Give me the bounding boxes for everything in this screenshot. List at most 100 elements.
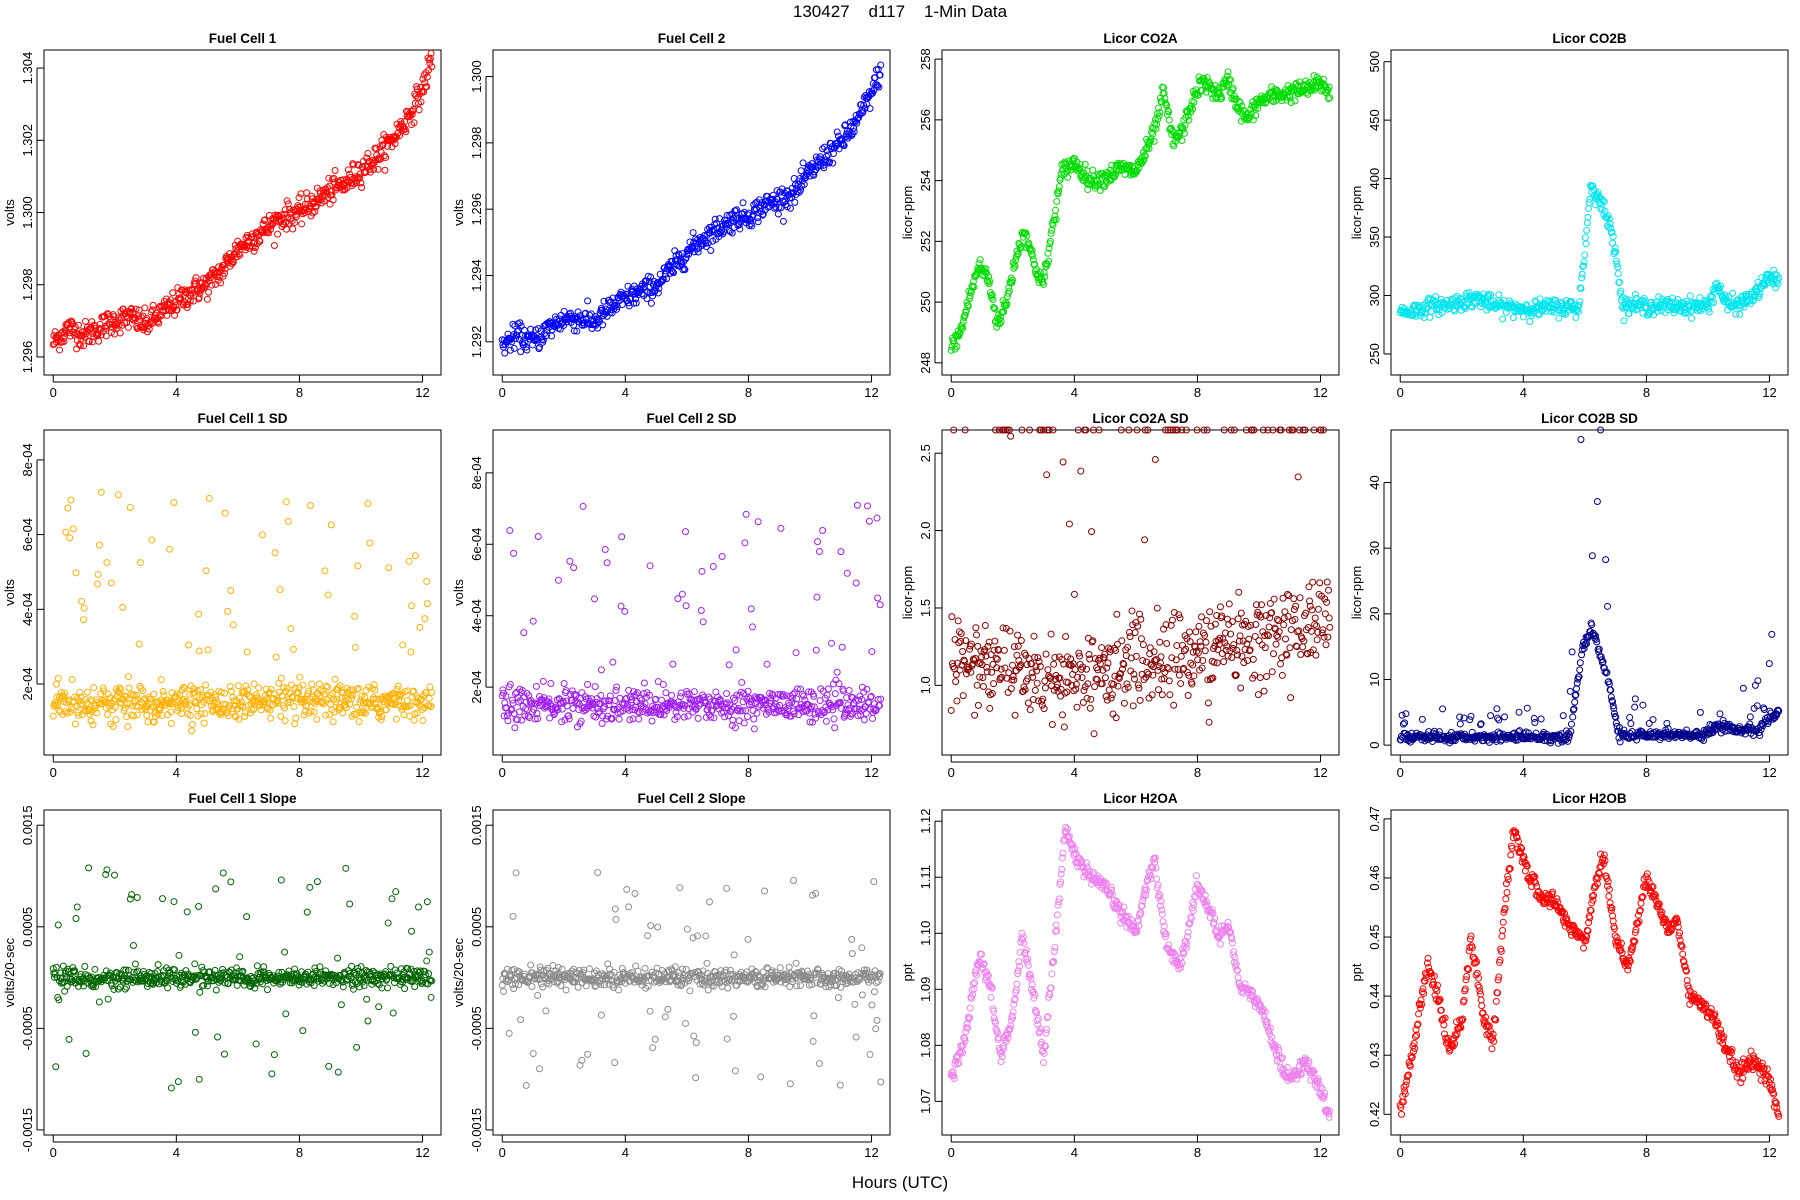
page-title: 130427 d117 1-Min Data [792,2,1008,21]
data-point [520,326,528,334]
x-tick-label: 0 [50,385,57,400]
data-point [402,128,410,136]
data-point [378,142,386,150]
data-point [74,330,82,338]
data-point [291,218,299,226]
data-point [354,173,362,181]
data-point [374,165,382,173]
data-point [169,289,177,297]
data-point [65,329,73,337]
data-point [154,318,162,326]
data-point [410,119,418,127]
data-point [527,325,535,333]
data-point [255,237,263,245]
data-point [357,179,365,187]
data-point [85,337,93,345]
data-point [141,304,149,312]
data-point [426,59,434,67]
data-point [412,92,420,100]
data-point [105,313,113,321]
data-point [356,174,364,182]
data-point [327,187,335,195]
data-point [423,83,431,91]
data-point [259,220,267,228]
data-point [155,319,163,327]
data-point [179,301,187,309]
data-point [248,233,256,241]
data-point [295,194,303,202]
data-point [309,209,317,217]
data-point [256,237,264,245]
data-point [76,342,84,350]
data-point [145,325,153,333]
scatter-points [49,49,436,354]
data-point [274,230,282,238]
data-point [60,337,68,345]
data-point [208,281,216,289]
data-point [521,339,529,347]
y-tick-label: 1.300 [20,196,35,229]
data-point [265,229,273,237]
data-point [544,319,552,327]
data-point [539,336,547,344]
x-tick-label: 12 [864,385,878,400]
data-point [513,328,521,336]
data-point [92,324,100,332]
data-point [312,203,320,211]
data-point [270,242,278,250]
data-point [205,288,213,296]
data-point [126,308,134,316]
data-point [56,346,64,354]
data-point [281,206,289,214]
data-point [509,320,517,328]
x-tick-label: 0 [499,385,506,400]
data-point [415,106,423,114]
data-point [501,349,509,357]
panel-title: Fuel Cell 2 [658,31,726,46]
x-tick-label: 12 [415,385,429,400]
data-point [506,346,514,354]
data-point [123,319,131,327]
data-point [173,306,181,314]
data-point [344,166,352,174]
data-point [124,323,132,331]
data-point [423,73,431,81]
data-point [364,149,372,157]
data-point [380,152,388,160]
data-point [421,79,429,87]
data-point [323,184,331,192]
data-point [133,324,141,332]
data-point [317,196,325,204]
data-point [419,75,427,83]
data-point [146,318,154,326]
data-point [59,334,67,342]
data-point [417,98,425,106]
data-point [186,297,194,305]
plot-frame [492,49,891,376]
data-point [95,337,103,345]
y-axis-label: volts [451,199,466,226]
data-point [382,153,390,161]
data-point [167,296,175,304]
data-point [191,277,199,285]
y-tick-label: 1.296 [469,193,484,226]
data-point [251,244,259,252]
y-tick-label: 1.296 [20,341,35,374]
x-tick-label: 8 [296,385,303,400]
data-point [346,170,354,178]
data-point [325,174,333,182]
y-tick-label: 1.294 [469,259,484,292]
data-point [260,217,268,225]
data-point [195,294,203,302]
data-point [132,305,140,313]
data-point [102,332,110,340]
data-point [81,333,89,341]
data-point [220,269,228,277]
data-point [525,332,533,340]
data-point [372,145,380,153]
data-point [75,321,83,329]
data-point [183,303,191,311]
